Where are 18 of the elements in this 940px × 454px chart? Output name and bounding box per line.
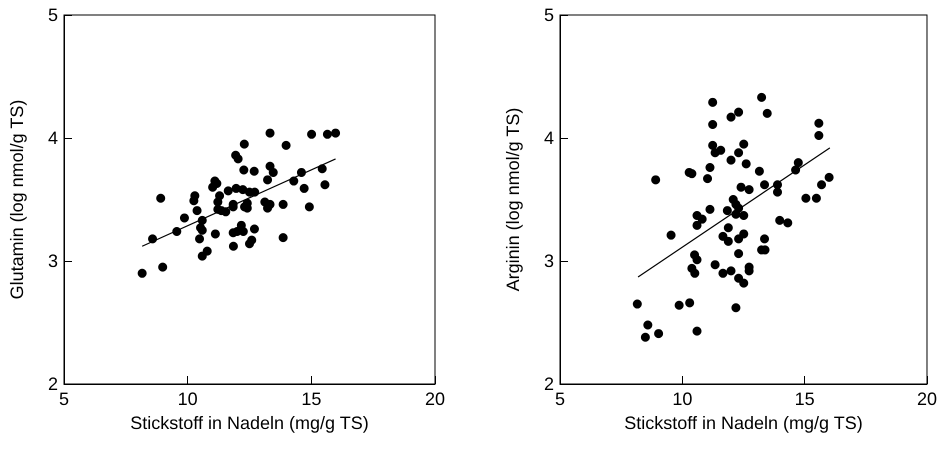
y-tick-label: 3: [544, 251, 554, 271]
y-tick-label: 2: [48, 374, 58, 394]
x-tick-label: 15: [794, 389, 815, 409]
x-axis-title: Stickstoff in Nadeln (mg/g TS): [624, 413, 863, 433]
x-tick-label: 15: [301, 389, 322, 409]
y-tick-label: 3: [48, 251, 58, 271]
y-axis-title: Glutamin (log nmol/g TS): [7, 100, 27, 300]
x-tick-label: 10: [178, 389, 198, 409]
y-tick-label: 4: [544, 128, 554, 148]
y-tick-label: 5: [48, 5, 58, 25]
x-tick-label: 20: [916, 389, 938, 409]
y-tick-label: 5: [544, 5, 554, 25]
y-tick-label: 4: [48, 128, 58, 148]
y-tick-label: 2: [544, 374, 554, 394]
x-axis-title: Stickstoff in Nadeln (mg/g TS): [130, 413, 369, 433]
x-tick-label: 20: [424, 389, 446, 409]
y-axis-title: Arginin (log nmol/g TS): [503, 108, 523, 292]
x-tick-label: 10: [672, 389, 692, 409]
